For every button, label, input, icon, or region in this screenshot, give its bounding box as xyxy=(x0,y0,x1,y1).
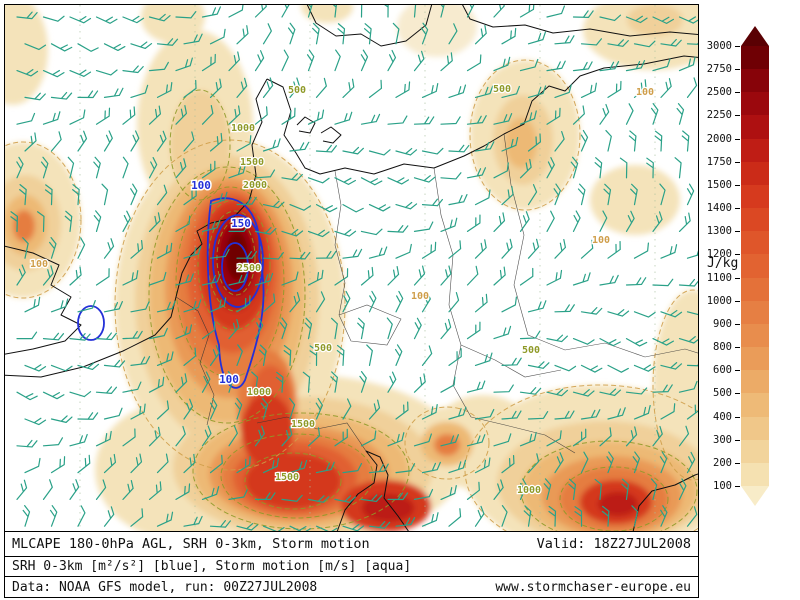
svg-text:1000: 1000 xyxy=(231,123,255,134)
svg-text:1500: 1500 xyxy=(275,472,299,483)
svg-text:1000: 1000 xyxy=(517,485,541,496)
legend-arrow-bottom-icon xyxy=(741,486,769,506)
map-canvas: 500 1000 1500 2000 2500 500 1000 1500 1500 500 100… xyxy=(5,5,698,531)
svg-text:100: 100 xyxy=(636,87,654,98)
cape-legend: J/kg 3000 2750 2500 2250 2000 1750 1500 1400 130… xyxy=(701,26,798,531)
svg-text:500: 500 xyxy=(522,345,540,356)
cape-shading xyxy=(5,5,698,531)
svg-text:1000: 1000 xyxy=(247,387,271,398)
svg-text:1500: 1500 xyxy=(291,419,315,430)
svg-text:500: 500 xyxy=(493,84,511,95)
svg-text:2000: 2000 xyxy=(243,180,267,191)
legend-arrow-top-icon xyxy=(741,26,769,46)
wind-barbs xyxy=(10,5,698,531)
svg-text:100: 100 xyxy=(411,291,429,302)
svg-text:150: 150 xyxy=(231,217,251,230)
valid-time: Valid: 18Z27JUL2008 xyxy=(536,536,691,552)
legend-units-label: J/kg xyxy=(707,256,739,271)
contour-labels: 500 1000 1500 2000 2500 500 1000 1500 1500 500 100… xyxy=(29,83,656,498)
subtitle-bar: SRH 0-3km [m²/s²] [blue], Storm motion [… xyxy=(5,556,698,576)
title-bar: MLCAPE 180-0hPa AGL, SRH 0-3km, Storm mo… xyxy=(5,532,698,556)
website-link[interactable]: www.stormchaser-europe.eu xyxy=(495,579,691,595)
source-bar: Data: NOAA GFS model, run: 00Z27JUL2008 … xyxy=(5,576,698,597)
svg-text:100: 100 xyxy=(592,235,610,246)
svg-text:2500: 2500 xyxy=(237,263,261,274)
svg-text:500: 500 xyxy=(288,85,306,96)
svg-text:100: 100 xyxy=(191,179,211,192)
map-subtitle: SRH 0-3km [m²/s²] [blue], Storm motion [… xyxy=(12,559,412,574)
svg-text:100: 100 xyxy=(30,259,48,270)
map-title: MLCAPE 180-0hPa AGL, SRH 0-3km, Storm mo… xyxy=(12,536,370,552)
legend-tick-labels: 3000 2750 2500 2250 2000 1750 1500 1400 1300 1200… xyxy=(701,40,741,492)
info-bars: MLCAPE 180-0hPa AGL, SRH 0-3km, Storm mo… xyxy=(4,532,699,598)
svg-text:100: 100 xyxy=(219,373,239,386)
svg-text:1500: 1500 xyxy=(240,157,264,168)
legend-colorbar xyxy=(741,46,769,486)
svg-text:500: 500 xyxy=(314,343,332,354)
forecast-map: 500 1000 1500 2000 2500 500 1000 1500 1500 500 100… xyxy=(4,4,699,532)
srh-contours xyxy=(77,197,265,389)
data-source: Data: NOAA GFS model, run: 00Z27JUL2008 xyxy=(12,579,318,595)
